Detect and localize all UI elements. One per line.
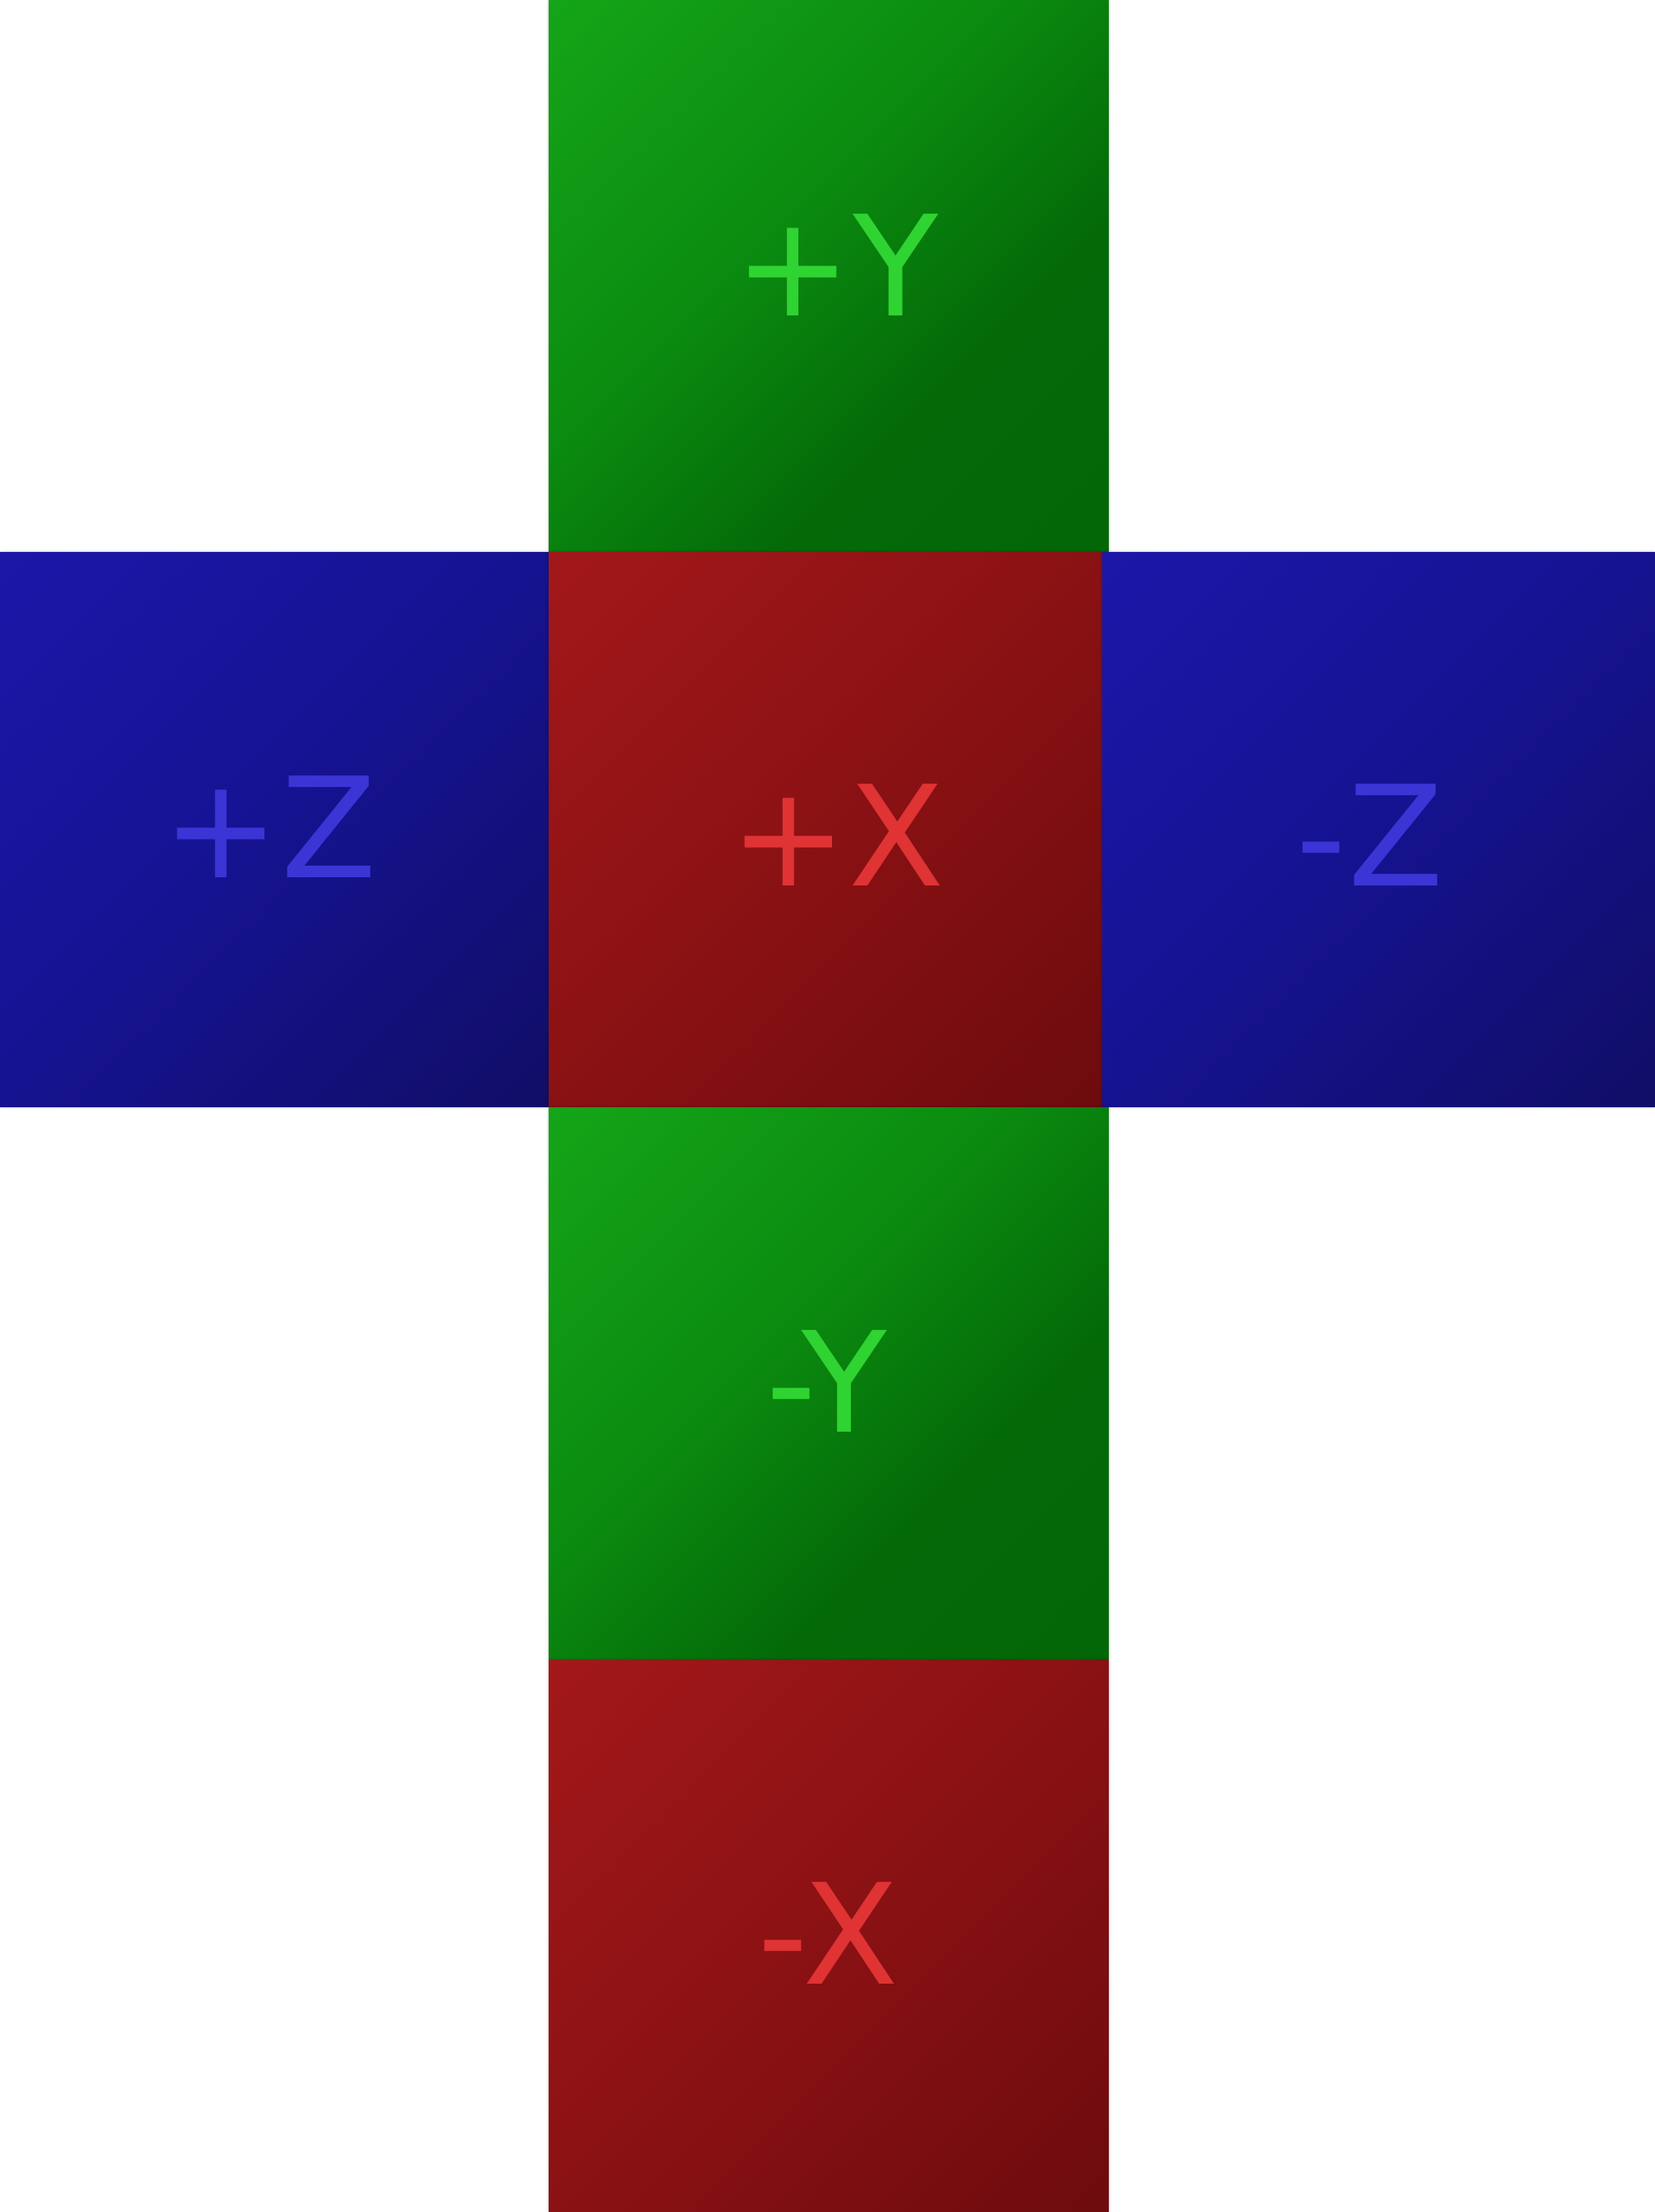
face-positive-x: +X: [549, 552, 1102, 1107]
face-label-positive-y: +Y: [733, 186, 940, 349]
face-negative-y: -Y: [549, 1107, 1109, 1660]
face-negative-z: -Z: [1102, 552, 1655, 1107]
face-label-positive-z: +Z: [162, 748, 379, 911]
face-positive-y: +Y: [549, 0, 1109, 552]
face-label-negative-z: -Z: [1295, 756, 1446, 919]
face-label-positive-x: +X: [729, 756, 946, 919]
face-label-negative-x: -X: [757, 1855, 900, 2017]
face-label-negative-y: -Y: [765, 1302, 889, 1465]
face-negative-x: -X: [549, 1660, 1109, 2212]
face-positive-z: +Z: [0, 552, 549, 1107]
